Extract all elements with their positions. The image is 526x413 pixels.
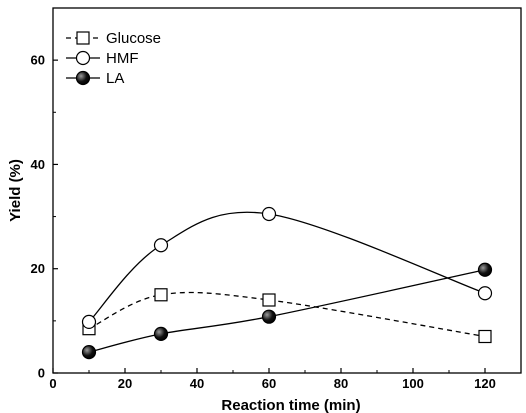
- legend-label-la: LA: [106, 70, 124, 87]
- point-hmf: [261, 206, 277, 222]
- x-tick-label: 80: [334, 376, 348, 391]
- x-tick-label: 120: [474, 376, 496, 391]
- legend: Glucose HMF LA: [66, 30, 161, 87]
- plot-frame: [52, 7, 522, 374]
- point-la: [477, 262, 493, 277]
- series-curves: [88, 211, 486, 353]
- point-la: [153, 326, 169, 341]
- series-line-hmf: [88, 211, 486, 323]
- plot-border: [52, 7, 522, 374]
- point-la: [261, 309, 277, 324]
- point-hmf: [81, 314, 97, 329]
- y-axis-title: Yield (%): [7, 159, 24, 222]
- axis-ticks: 0 20 40 60 80 100 120 0 20 40 60: [31, 53, 496, 391]
- point-la: [81, 345, 97, 360]
- legend-marker-glucose: [76, 31, 90, 45]
- point-hmf: [477, 286, 493, 301]
- x-tick-label: 40: [190, 376, 204, 391]
- point-glucose: [262, 293, 276, 307]
- legend-marker-hmf: [75, 50, 91, 66]
- x-tick-label: 60: [262, 376, 276, 391]
- legend-label-hmf: HMF: [106, 50, 139, 67]
- legend-marker-la: [75, 70, 91, 86]
- y-tick-label: 0: [38, 366, 45, 381]
- x-tick-label: 100: [402, 376, 424, 391]
- x-tick-label: 0: [49, 376, 56, 391]
- point-hmf: [153, 238, 169, 253]
- series-line-glucose: [88, 291, 486, 338]
- series-line-la: [88, 269, 486, 353]
- series-markers: [81, 206, 493, 360]
- y-tick-label: 40: [31, 157, 45, 172]
- x-tick-label: 20: [118, 376, 132, 391]
- point-glucose: [154, 288, 168, 302]
- legend-label-glucose: Glucose: [106, 30, 161, 47]
- y-tick-label: 20: [31, 261, 45, 276]
- y-tick-label: 60: [31, 53, 45, 68]
- x-axis-title: Reaction time (min): [221, 397, 360, 413]
- point-glucose: [478, 329, 492, 344]
